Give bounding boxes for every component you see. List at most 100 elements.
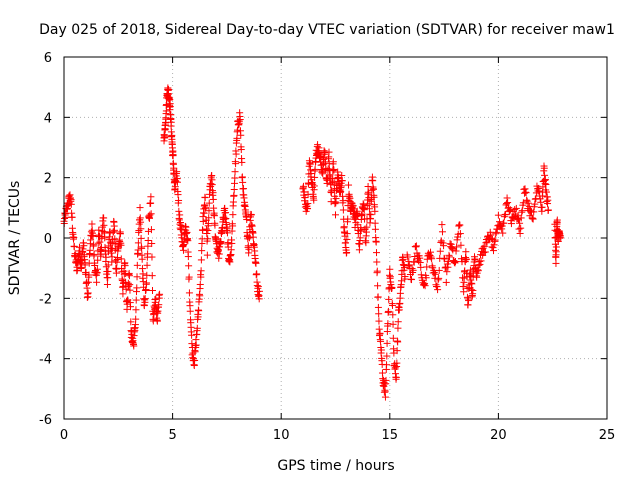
data-point (229, 211, 237, 219)
data-point (376, 329, 384, 337)
data-point (215, 250, 223, 258)
data-point (100, 221, 108, 229)
data-point (233, 134, 241, 142)
data-point (453, 243, 461, 251)
data-point (447, 240, 455, 248)
data-point (182, 223, 190, 231)
data-point (300, 188, 308, 196)
data-point (210, 212, 218, 220)
data-point (372, 249, 380, 257)
x-tick-label: 25 (599, 428, 616, 443)
data-point (137, 218, 145, 226)
data-point (183, 236, 191, 244)
data-point (523, 196, 531, 204)
data-point (166, 103, 174, 111)
data-point (435, 274, 443, 282)
data-point (372, 238, 380, 246)
data-point (477, 257, 485, 265)
data-point (522, 189, 530, 197)
data-point (202, 204, 210, 212)
data-point (373, 258, 381, 266)
y-tick-label: 4 (44, 111, 52, 126)
data-point (96, 238, 104, 246)
data-point (491, 236, 499, 244)
data-point (192, 341, 200, 349)
data-point (394, 318, 402, 326)
data-point (243, 216, 251, 224)
data-point (446, 240, 454, 248)
data-point (495, 218, 503, 226)
data-point (147, 226, 155, 234)
data-point (104, 267, 112, 275)
data-point (116, 237, 124, 245)
data-point (210, 204, 218, 212)
data-point (412, 242, 420, 250)
data-point (311, 173, 319, 181)
data-point (498, 225, 506, 233)
data-point (133, 261, 141, 269)
data-point (421, 282, 429, 290)
data-point (554, 237, 562, 245)
data-point (177, 222, 185, 230)
data-point (542, 181, 550, 189)
data-point (230, 191, 238, 199)
data-point (307, 166, 315, 174)
data-point (383, 361, 391, 369)
data-point (491, 237, 499, 245)
data-point (436, 247, 444, 255)
data-point (236, 116, 244, 124)
data-point (141, 295, 149, 303)
data-point (321, 158, 329, 166)
data-point (474, 267, 482, 275)
data-point (471, 256, 479, 264)
x-tick-label: 5 (168, 428, 176, 443)
data-point (136, 204, 144, 212)
x-axis-ticks: 0 5 10 15 20 25 (60, 57, 615, 443)
data-point (503, 194, 511, 202)
data-point (453, 236, 461, 244)
data-point (217, 238, 225, 246)
data-point (460, 288, 468, 296)
data-point (144, 237, 152, 245)
data-point (121, 262, 129, 270)
data-point (227, 246, 235, 254)
data-point (253, 270, 261, 278)
data-point (139, 270, 147, 278)
data-point (358, 210, 366, 218)
data-point (417, 271, 425, 279)
data-point (127, 318, 135, 326)
data-point (176, 219, 184, 227)
data-point (147, 193, 155, 201)
data-point (506, 207, 514, 215)
data-point (351, 215, 359, 223)
data-point (374, 293, 382, 301)
data-point (501, 210, 509, 218)
data-point (419, 281, 427, 289)
data-point (467, 279, 475, 287)
data-point (62, 213, 70, 221)
data-point (360, 206, 368, 214)
chart-title: Day 025 of 2018, Sidereal Day-to-day VTE… (39, 22, 615, 38)
data-point (173, 178, 181, 186)
data-point (428, 262, 436, 270)
grid-lines (64, 57, 607, 419)
data-point (434, 286, 442, 294)
data-points (60, 84, 564, 401)
data-point (255, 295, 263, 303)
x-axis-label: GPS time / hours (277, 458, 394, 474)
data-point (144, 227, 152, 235)
data-point (173, 168, 181, 176)
data-point (162, 107, 170, 115)
data-point (397, 277, 405, 285)
data-point (416, 259, 424, 267)
data-point (427, 248, 435, 256)
data-point (113, 265, 121, 273)
data-point (468, 286, 476, 294)
data-point (423, 263, 431, 271)
data-point (113, 254, 121, 262)
data-point (108, 253, 116, 261)
data-point (450, 258, 458, 266)
data-point (480, 249, 488, 257)
data-point (155, 301, 163, 309)
data-point (394, 324, 402, 332)
